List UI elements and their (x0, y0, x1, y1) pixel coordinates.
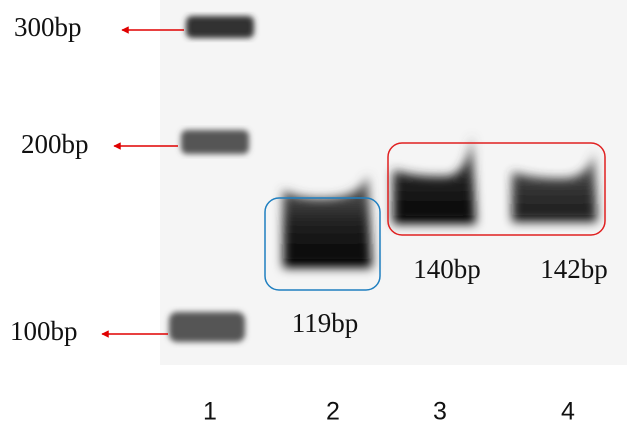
gel-figure: 300bp 200bp 100bp 119bp 140bp 142bp 1 2 … (0, 0, 627, 430)
lane-number: 3 (433, 398, 447, 426)
lane-number: 4 (561, 398, 575, 426)
ladder-band (186, 16, 254, 38)
lane-number: 2 (326, 398, 340, 426)
band-label: 140bp (413, 254, 481, 284)
ladder-label: 200bp (21, 129, 89, 159)
ladder-label: 300bp (14, 12, 82, 42)
band-label: 119bp (292, 308, 359, 338)
ladder-label: 100bp (10, 316, 78, 346)
ladder-band (181, 130, 249, 154)
ladder-band (169, 312, 245, 342)
lane-number: 1 (203, 398, 217, 426)
band-label: 142bp (540, 254, 608, 284)
